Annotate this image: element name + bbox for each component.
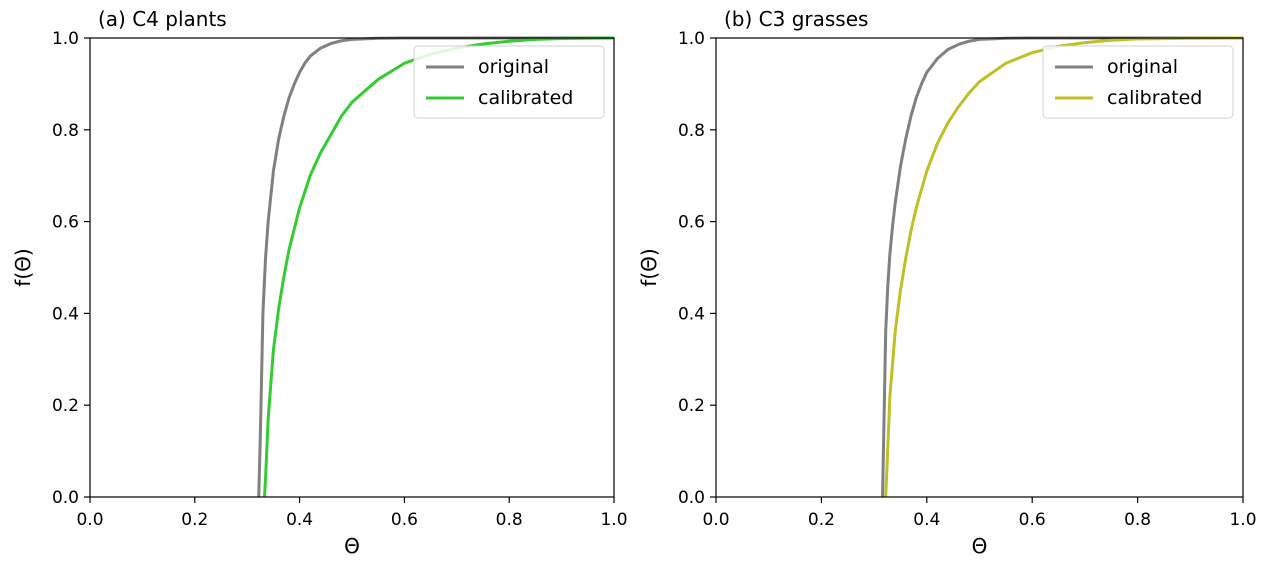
legend-box-b — [1042, 45, 1234, 119]
x-tick-label-b: 0.8 — [1124, 510, 1151, 530]
plot-frame-b — [715, 37, 1244, 498]
y-tick-label-a: 0.8 — [52, 121, 79, 141]
x-tick-label-b: 0.4 — [913, 510, 940, 530]
y-tick-label-b: 0.8 — [678, 121, 705, 141]
y-tick-label-a: 0.0 — [52, 488, 79, 508]
x-tick-label-a: 0.6 — [391, 510, 418, 530]
series-line-calibrated-b — [884, 36, 1243, 498]
legend-box-a — [413, 45, 605, 119]
x-tick-label-a: 0.2 — [181, 510, 208, 530]
y-tick-label-b: 1.0 — [678, 29, 705, 49]
x-tick-label-a: 0.8 — [496, 510, 523, 530]
series-line-calibrated-a — [262, 36, 614, 498]
chart-panel-a: 0.0 0.2 0.4 0.6 0.8 1.0 0.0 0.2 0.4 0.6 0.8 1.0 Θf(Θ… — [11, 7, 628, 558]
y-tick-label-a: 0.6 — [52, 213, 79, 233]
legend-label-calibrated-b: calibrated — [1107, 87, 1202, 109]
y-tick-label-b: 0.0 — [678, 488, 705, 508]
y-tick-label-a: 0.2 — [52, 396, 79, 416]
y-tick-label-a: 1.0 — [52, 29, 79, 49]
y-tick-label-b: 0.2 — [678, 396, 705, 416]
legend-label-original-b: original — [1107, 56, 1178, 78]
x-tick-label-a: 1.0 — [600, 510, 627, 530]
x-tick-label-b: 0.0 — [702, 510, 729, 530]
x-axis-label-a: Θ — [344, 534, 360, 558]
x-tick-label-b: 1.0 — [1229, 510, 1256, 530]
y-tick-label-b: 0.4 — [678, 304, 705, 324]
x-axis-label-b: Θ — [972, 534, 988, 558]
panel-title-b: (b) C3 grasses — [724, 7, 868, 31]
x-tick-label-b: 0.6 — [1019, 510, 1046, 530]
x-tick-label-a: 0.0 — [76, 510, 103, 530]
legend-a: original calibrated — [413, 45, 605, 119]
panel-title-a: (a) C4 plants — [98, 7, 227, 31]
y-tick-label-b: 0.6 — [678, 213, 705, 233]
y-axis-label-a: f(Θ) — [11, 248, 35, 286]
plot-frame-a — [89, 37, 615, 498]
x-tick-label-a: 0.4 — [286, 510, 313, 530]
y-axis-label-b: f(Θ) — [637, 248, 661, 286]
x-tick-label-b: 0.2 — [808, 510, 835, 530]
legend-b: original calibrated — [1042, 45, 1234, 119]
series-line-original-b — [881, 36, 1243, 498]
legend-label-calibrated-a: calibrated — [478, 87, 573, 109]
legend-label-original-a: original — [478, 56, 549, 78]
chart-panel-b: 0.0 0.2 0.4 0.6 0.8 1.0 0.0 0.2 0.4 0.6 0.8 1.0 Θf(Θ… — [637, 7, 1257, 558]
y-tick-label-a: 0.4 — [52, 304, 79, 324]
